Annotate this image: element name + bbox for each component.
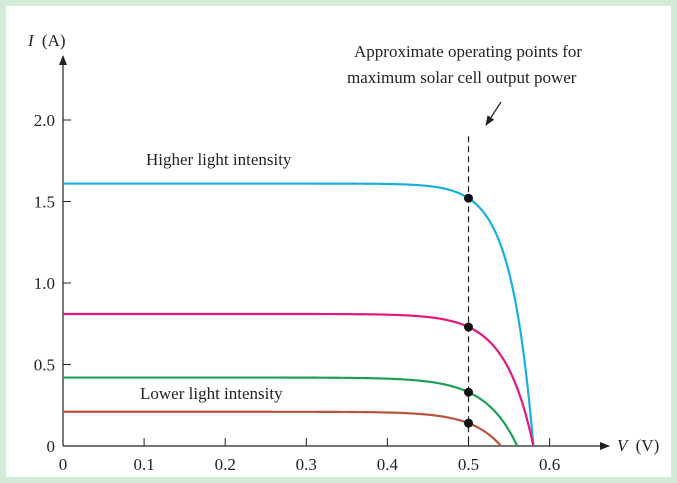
y-tick-label: 0 [47, 437, 56, 456]
x-axis-symbol: V [617, 436, 630, 455]
iv-curve-1 [63, 182, 535, 447]
x-tick-label: 0.3 [296, 455, 317, 474]
operating-point-3 [464, 387, 473, 397]
y-axis-unit: (A) [42, 31, 66, 50]
operating-point-4 [464, 418, 473, 428]
x-axis-title: V (V) [617, 436, 659, 455]
x-tick-label: 0.6 [539, 455, 560, 474]
operating-point-1 [464, 193, 473, 203]
y-tick-label: 1.0 [34, 274, 55, 293]
y-tick-label: 0.5 [34, 356, 55, 375]
x-axis-unit: (V) [636, 436, 660, 455]
tick-marks: 0 0.1 0.2 0.3 0.4 0.5 0.6 0 0.5 1.0 1.5 2.0 [34, 111, 560, 474]
series-layer [63, 182, 535, 447]
y-axis-symbol: I [27, 31, 35, 50]
annotation-pointer [485, 101, 502, 126]
iv-curve-2 [63, 312, 535, 447]
iv-chart: 0 0.1 0.2 0.3 0.4 0.5 0.6 0 0.5 1.0 1.5 2.0 I (A) V… [27, 31, 659, 474]
points-layer [464, 136, 473, 446]
x-tick-label: 0.1 [133, 455, 154, 474]
lower-intensity-label: Lower light intensity [140, 384, 283, 403]
chart-panel: 0 0.1 0.2 0.3 0.4 0.5 0.6 0 0.5 1.0 1.5 2.0 I (A) V… [6, 6, 671, 477]
operating-points-label-line2: maximum solar cell output power [347, 68, 577, 87]
x-tick-label: 0.2 [215, 455, 236, 474]
x-tick-label: 0.4 [377, 455, 399, 474]
higher-intensity-label: Higher light intensity [146, 150, 292, 169]
iv-curve-4 [63, 410, 502, 447]
x-tick-label: 0 [59, 455, 68, 474]
axes [59, 55, 610, 450]
operating-points-label-line1: Approximate operating points for [354, 42, 582, 61]
y-tick-label: 2.0 [34, 111, 55, 130]
operating-point-2 [464, 322, 473, 332]
iv-curve-3 [63, 376, 519, 447]
y-tick-label: 1.5 [34, 193, 55, 212]
y-axis-title: I (A) [27, 31, 66, 50]
x-tick-label: 0.5 [458, 455, 479, 474]
